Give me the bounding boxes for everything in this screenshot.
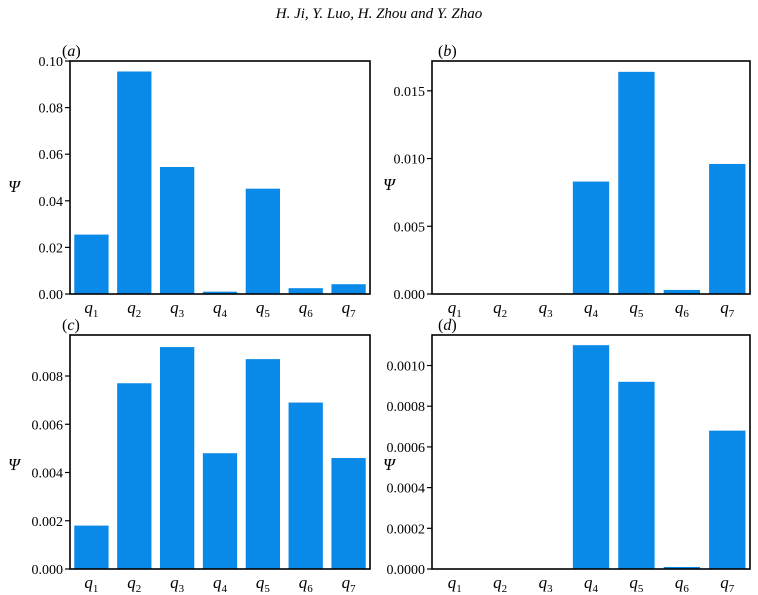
bar-q5 bbox=[618, 71, 655, 294]
y-tick-label: 0.015 bbox=[394, 85, 426, 100]
plot-frame bbox=[69, 60, 371, 295]
bar-q4 bbox=[202, 291, 238, 294]
panel-a: 0.00 0.02 0.04 0.06 0.08 0.10 q1 q2 q3 q4 q5 q6 q7 (a… bbox=[8, 43, 371, 320]
bar-q4 bbox=[572, 345, 610, 569]
bar-q6 bbox=[288, 402, 323, 569]
plot-frame bbox=[69, 334, 371, 570]
panel-label: (c) bbox=[62, 317, 80, 334]
x-tick-label: q5 bbox=[629, 298, 644, 320]
panel-label: (d) bbox=[438, 317, 457, 334]
x-tick-label: q7 bbox=[342, 573, 357, 595]
panel-b: 0.000 0.005 0.010 0.015 q1 q2 q3 q4 q5 q6 q7 (b) Ψ bbox=[383, 43, 751, 320]
x-tick-label: q1 bbox=[84, 573, 98, 595]
y-tick-label: 0.06 bbox=[39, 148, 64, 163]
bar-q4 bbox=[202, 453, 238, 569]
y-tick-label: 0.002 bbox=[32, 515, 64, 530]
bar-q3 bbox=[160, 347, 195, 569]
bar-q5 bbox=[245, 188, 280, 294]
x-tick-label: q6 bbox=[675, 573, 690, 595]
y-tick-label: 0.10 bbox=[39, 55, 64, 70]
panel-label: (a) bbox=[62, 43, 81, 60]
y-tick-label: 0.000 bbox=[32, 563, 64, 578]
x-tick-label: q7 bbox=[720, 573, 735, 595]
bar-q2 bbox=[117, 71, 152, 295]
x-tick-label: q4 bbox=[584, 573, 599, 595]
bar-q7 bbox=[709, 163, 746, 294]
x-tick-label: q3 bbox=[539, 573, 554, 595]
bar-q7 bbox=[709, 430, 746, 569]
x-tick-label: q7 bbox=[342, 298, 357, 320]
x-tick-label: q2 bbox=[493, 573, 507, 595]
y-tick-label: 0.08 bbox=[39, 102, 64, 117]
bar-q7 bbox=[331, 458, 366, 569]
panel-d: 0.0000 0.0002 0.0004 0.0006 0.0008 0.0010 q1 q2… bbox=[383, 317, 751, 595]
panel-label: (b) bbox=[438, 43, 457, 60]
bar-q1 bbox=[74, 234, 109, 294]
x-tick-label: q3 bbox=[539, 298, 554, 320]
plot-frame bbox=[431, 60, 751, 295]
y-axis-label: Ψ bbox=[8, 455, 22, 474]
bar-q5 bbox=[618, 381, 655, 569]
y-axis-label: Ψ bbox=[383, 175, 397, 194]
bar-q4 bbox=[572, 181, 610, 294]
plot-frame bbox=[431, 334, 751, 570]
x-tick-label: q6 bbox=[299, 573, 314, 595]
x-tick-label: q6 bbox=[675, 298, 690, 320]
bar-q3 bbox=[160, 167, 195, 294]
x-tick-label: q2 bbox=[127, 298, 141, 320]
bar-q2 bbox=[117, 383, 152, 569]
y-tick-label: 0.00 bbox=[39, 288, 64, 303]
y-tick-label: 0.005 bbox=[394, 220, 426, 235]
bar-q1 bbox=[74, 525, 109, 569]
y-tick-label: 0.04 bbox=[39, 195, 64, 210]
y-tick-label: 0.006 bbox=[32, 418, 64, 433]
x-tick-label: q2 bbox=[493, 298, 507, 320]
y-tick-label: 0.004 bbox=[32, 467, 64, 482]
y-axis-label: Ψ bbox=[383, 455, 397, 474]
x-tick-label: q3 bbox=[170, 573, 185, 595]
x-tick-label: q4 bbox=[213, 298, 228, 320]
bar-q6 bbox=[288, 288, 323, 294]
x-tick-label: q2 bbox=[127, 573, 141, 595]
x-tick-label: q7 bbox=[720, 298, 735, 320]
y-tick-label: 0.0010 bbox=[387, 360, 426, 375]
y-tick-label: 0.000 bbox=[394, 288, 426, 303]
y-tick-label: 0.0008 bbox=[387, 400, 426, 415]
x-tick-label: q5 bbox=[256, 298, 271, 320]
x-tick-label: q3 bbox=[170, 298, 185, 320]
y-tick-label: 0.0000 bbox=[387, 563, 426, 578]
bar-q6 bbox=[663, 289, 701, 294]
y-tick-label: 0.02 bbox=[39, 241, 64, 256]
x-tick-label: q1 bbox=[448, 298, 462, 320]
y-tick-label: 0.010 bbox=[394, 153, 426, 168]
bar-q5 bbox=[245, 359, 280, 569]
y-tick-label: 0.0002 bbox=[387, 522, 426, 537]
x-tick-label: q6 bbox=[299, 298, 314, 320]
page-header: H. Ji, Y. Luo, H. Zhou and Y. Zhao bbox=[275, 6, 483, 22]
bar-q7 bbox=[331, 284, 366, 294]
y-axis-label: Ψ bbox=[8, 177, 22, 196]
x-tick-label: q4 bbox=[584, 298, 599, 320]
x-tick-label: q5 bbox=[629, 573, 644, 595]
x-tick-label: q4 bbox=[213, 573, 228, 595]
panel-c: 0.000 0.002 0.004 0.006 0.008 q1 q2 q3 q4 q5 q6 q7 (… bbox=[8, 317, 371, 595]
x-tick-label: q5 bbox=[256, 573, 271, 595]
bar-q6 bbox=[663, 566, 701, 569]
x-tick-label: q1 bbox=[448, 573, 462, 595]
y-tick-label: 0.0006 bbox=[387, 441, 426, 456]
y-tick-label: 0.008 bbox=[32, 370, 64, 385]
y-tick-label: 0.0004 bbox=[387, 482, 426, 497]
x-tick-label: q1 bbox=[84, 298, 98, 320]
